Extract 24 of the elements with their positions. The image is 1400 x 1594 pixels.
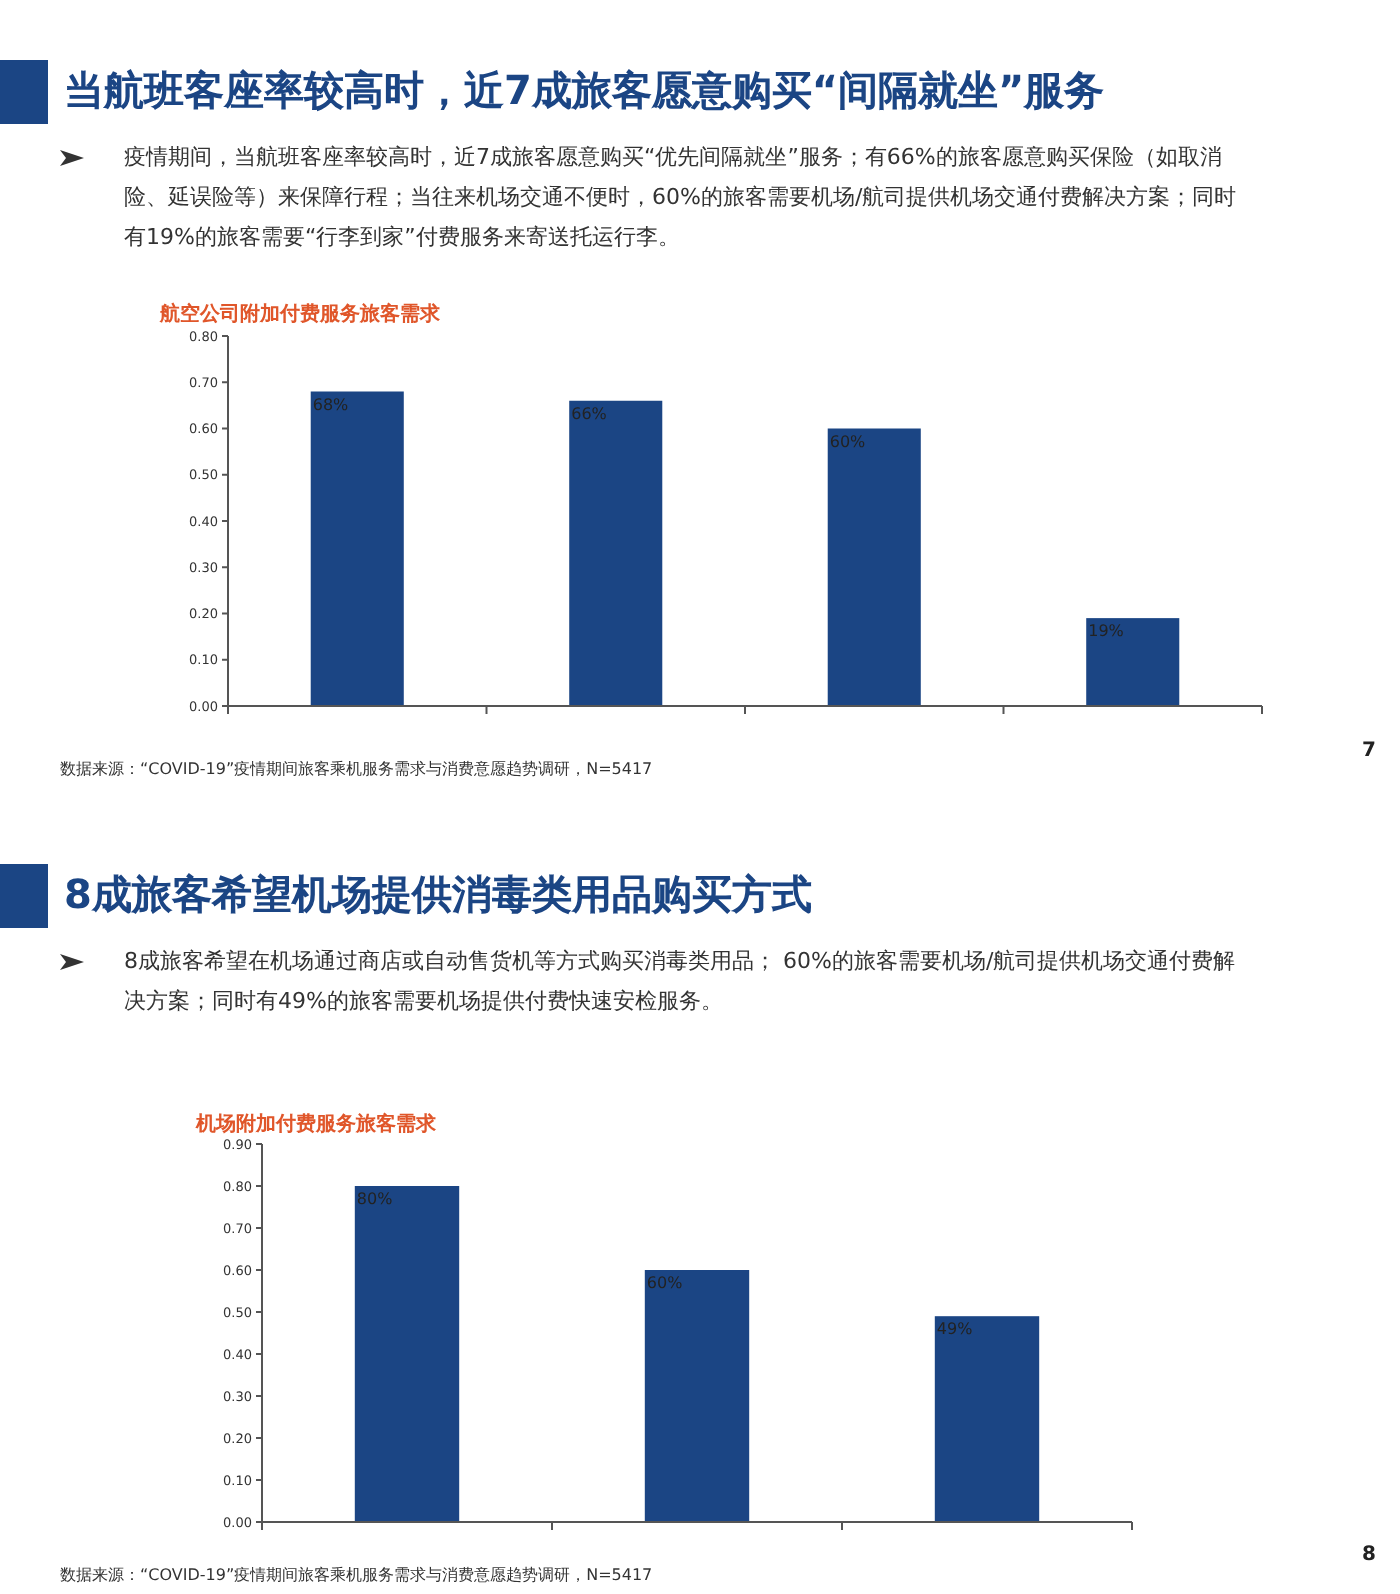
bar — [827, 428, 921, 706]
bar — [644, 1270, 750, 1522]
bar — [310, 391, 404, 706]
text: 航空公司附加付费服务旅客需求 — [158, 302, 442, 326]
bar — [934, 1316, 1040, 1522]
source-note: 数据来源：“COVID-19”疫情期间旅客乘机服务需求与消费意愿趋势调研，N=5417 — [60, 1566, 653, 1584]
data-label: 60% — [646, 1274, 684, 1292]
data-label: 80% — [356, 1190, 394, 1208]
data-label: 60% — [829, 432, 867, 451]
chart-subtitle: 8成旅客希望在机场通过商店或自动售货机等方式购买消毒类用品； 60%的旅客需要机场/航司提供机场交通付费解决方案；同时有49%的旅客需要机场提供付费快速安检服务。 — [124, 948, 1236, 1014]
data-label: 68% — [312, 395, 350, 414]
bar — [1086, 618, 1180, 706]
data-label: 19% — [1088, 622, 1125, 641]
bar — [354, 1186, 460, 1522]
data-label: 66% — [571, 404, 608, 423]
bar — [569, 400, 663, 706]
source-note: 数据来源：“COVID-19”疫情期间旅客乘机服务需求与消费意愿趋势调研，N=5417 — [60, 760, 653, 778]
chart-title: 当航班客座率较高时，近7成旅客愿意购买“间隔就坐”服务 — [64, 66, 1105, 114]
text: 7 — [1362, 740, 1377, 762]
chart-title: 8成旅客希望机场提供消毒类用品购买方式 — [64, 870, 812, 918]
text: 机场附加付费服务旅客需求 — [194, 1112, 438, 1136]
text: 8 — [1362, 1544, 1377, 1566]
data-label: 49% — [936, 1320, 974, 1339]
chart-subtitle: 疫情期间，当航班客座率较高时，近7成旅客愿意购买“优先间隔就坐”服务；有66%的旅客愿意购买保险（如取消险、延误险等）来保障行程；当往来机场交通不便时，60%的旅客需要机场/航司提供机场交通付费解决方案；同时有19%的旅客需要“行李到家”付费服务来寄送托运行李。 — [124, 144, 1237, 250]
